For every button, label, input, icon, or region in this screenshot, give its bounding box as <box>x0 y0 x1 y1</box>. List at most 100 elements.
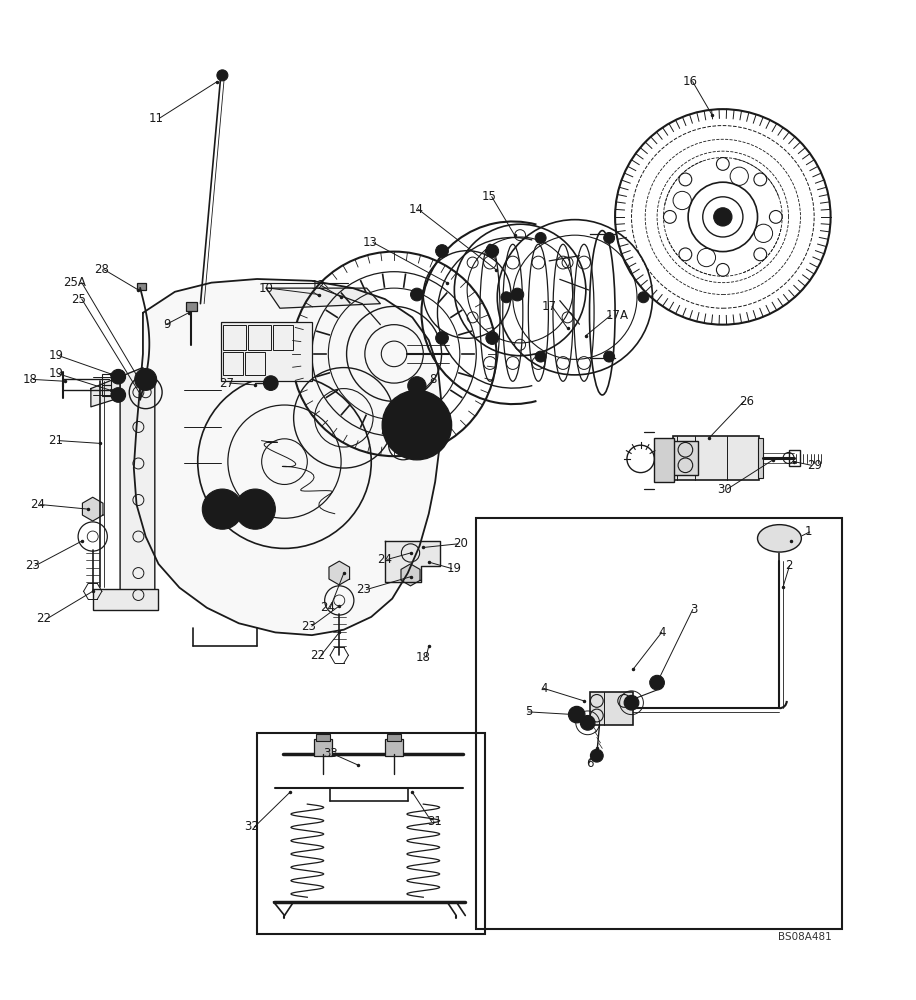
Circle shape <box>111 388 125 402</box>
Circle shape <box>591 749 604 762</box>
Text: 8: 8 <box>429 373 436 386</box>
Text: 17A: 17A <box>606 309 629 322</box>
Bar <box>224 325 246 350</box>
Text: 32: 32 <box>244 820 259 833</box>
Text: 30: 30 <box>717 483 732 496</box>
Text: 22: 22 <box>37 612 51 625</box>
Circle shape <box>111 369 125 384</box>
Circle shape <box>581 716 595 730</box>
Polygon shape <box>329 561 350 585</box>
Text: 25A: 25A <box>421 420 444 433</box>
Circle shape <box>135 368 157 390</box>
Bar <box>672 441 698 475</box>
Circle shape <box>604 232 615 243</box>
Circle shape <box>714 208 732 226</box>
Text: 22: 22 <box>311 649 325 662</box>
Text: 25: 25 <box>429 437 443 450</box>
Circle shape <box>217 70 228 81</box>
Polygon shape <box>91 377 120 407</box>
Bar <box>93 589 158 610</box>
Bar <box>385 739 403 756</box>
Bar <box>476 518 842 929</box>
Text: 21: 21 <box>49 434 63 447</box>
Text: 33: 33 <box>322 747 337 760</box>
Text: 24: 24 <box>377 553 392 566</box>
Text: 25A: 25A <box>63 276 86 289</box>
Circle shape <box>485 332 498 344</box>
Polygon shape <box>82 497 103 521</box>
Circle shape <box>202 489 243 529</box>
Text: 23: 23 <box>356 583 371 596</box>
Text: 5: 5 <box>526 705 533 718</box>
Polygon shape <box>267 288 380 308</box>
Circle shape <box>624 695 638 710</box>
Text: 14: 14 <box>409 203 423 216</box>
Bar <box>790 450 801 466</box>
Text: 9: 9 <box>163 318 170 331</box>
Text: 27: 27 <box>219 377 234 390</box>
Bar <box>102 385 111 396</box>
Bar <box>136 283 146 290</box>
Circle shape <box>604 351 615 362</box>
Bar <box>758 438 763 478</box>
Text: 24: 24 <box>320 601 334 614</box>
Circle shape <box>264 376 278 390</box>
Text: 7: 7 <box>388 409 396 422</box>
Text: 10: 10 <box>258 282 274 295</box>
Bar <box>257 733 485 934</box>
Text: 20: 20 <box>453 537 468 550</box>
Text: 31: 31 <box>427 815 442 828</box>
Text: 29: 29 <box>807 459 822 472</box>
Polygon shape <box>134 279 442 635</box>
Text: 24: 24 <box>30 498 45 511</box>
Bar <box>387 734 401 741</box>
Text: 6: 6 <box>585 757 594 770</box>
Circle shape <box>408 377 426 395</box>
Bar <box>224 352 244 375</box>
Text: 23: 23 <box>301 620 316 633</box>
Text: 19: 19 <box>49 349 63 362</box>
Bar <box>248 325 271 350</box>
Bar <box>245 352 266 375</box>
Text: 19: 19 <box>49 367 63 380</box>
Text: 15: 15 <box>482 190 496 203</box>
Bar <box>315 734 330 741</box>
Text: 13: 13 <box>363 236 377 249</box>
Text: 28: 28 <box>94 263 109 276</box>
Text: 26: 26 <box>739 395 754 408</box>
Text: BS08A481: BS08A481 <box>779 932 832 942</box>
Circle shape <box>436 245 449 257</box>
Text: 18: 18 <box>416 651 431 664</box>
Circle shape <box>569 706 585 723</box>
Text: 18: 18 <box>23 373 38 386</box>
Circle shape <box>535 351 546 362</box>
Bar <box>102 374 111 385</box>
Circle shape <box>235 489 276 529</box>
Bar <box>590 692 633 725</box>
Circle shape <box>535 232 546 243</box>
Text: 3: 3 <box>690 603 697 616</box>
Ellipse shape <box>758 525 802 552</box>
Bar <box>186 302 197 311</box>
Polygon shape <box>401 564 420 586</box>
Bar <box>273 325 293 350</box>
Bar <box>313 739 332 756</box>
Text: 4: 4 <box>540 682 548 695</box>
Text: 23: 23 <box>25 559 39 572</box>
Circle shape <box>436 332 449 344</box>
Circle shape <box>382 390 452 460</box>
Circle shape <box>410 288 423 301</box>
Text: 19: 19 <box>447 562 462 575</box>
Text: 16: 16 <box>682 75 697 88</box>
Bar <box>221 322 311 381</box>
Text: 25: 25 <box>71 293 86 306</box>
Text: 17: 17 <box>541 300 557 313</box>
Circle shape <box>511 288 524 301</box>
Circle shape <box>485 245 498 257</box>
Circle shape <box>501 292 512 303</box>
Text: 4: 4 <box>659 626 666 639</box>
Circle shape <box>649 675 664 690</box>
Text: 12: 12 <box>311 279 325 292</box>
Bar <box>654 438 674 482</box>
Bar <box>672 436 759 480</box>
